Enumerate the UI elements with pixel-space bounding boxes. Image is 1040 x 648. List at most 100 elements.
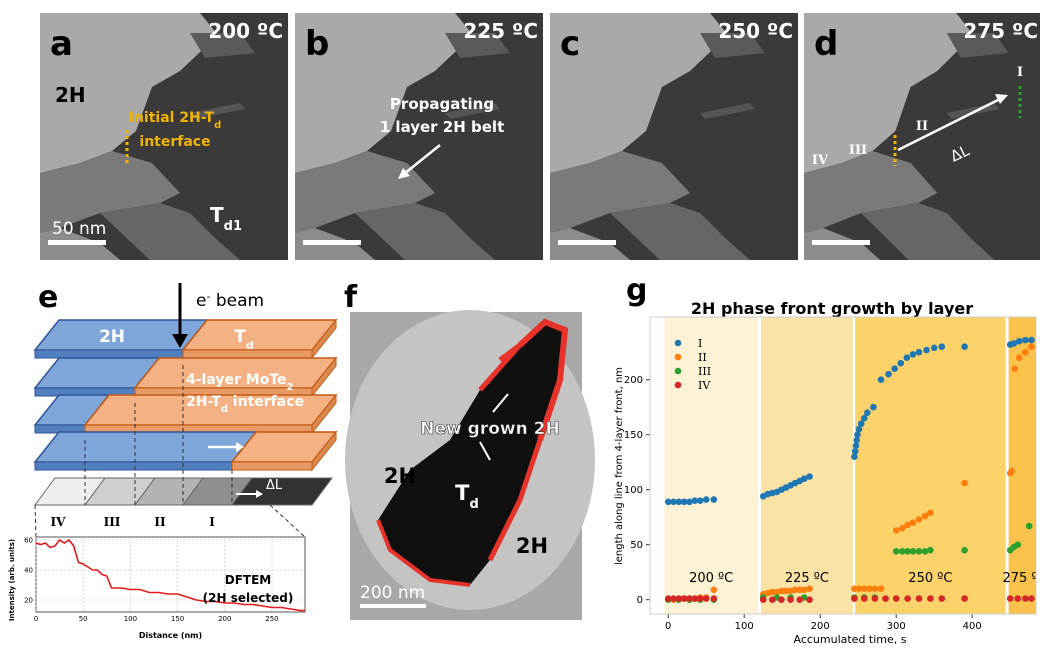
layer-td xyxy=(183,320,336,350)
legend-label: I xyxy=(698,337,702,350)
annotation: New grown 2H xyxy=(420,419,559,439)
panel-letter: e xyxy=(38,280,58,315)
data-point xyxy=(961,595,968,602)
temperature: 225 ºC xyxy=(463,19,538,43)
temperature-region xyxy=(855,317,1005,614)
phase-label: 2H xyxy=(55,83,86,107)
x-tick-label: 150 xyxy=(171,615,184,623)
x-tick-label: 400 xyxy=(963,621,982,632)
data-point xyxy=(711,587,718,594)
data-point xyxy=(878,585,885,592)
temperature: 200 ºC xyxy=(208,19,283,43)
x-tick-label: 250 xyxy=(265,615,278,623)
data-point xyxy=(916,548,923,555)
data-point xyxy=(885,371,892,378)
tem-image xyxy=(550,13,798,260)
data-point xyxy=(882,595,889,602)
data-point xyxy=(1016,354,1023,361)
y-tick-label: 100 xyxy=(624,485,643,496)
tem-image xyxy=(804,13,1040,260)
annotation: (2H selected) xyxy=(203,591,294,605)
layer-label: IV xyxy=(51,515,67,529)
y-tick-label: 50 xyxy=(630,540,643,551)
subscript: d xyxy=(214,120,221,131)
x-axis-label: Accumulated time, s xyxy=(793,633,906,646)
x-tick-label: 50 xyxy=(79,615,88,623)
data-point xyxy=(769,596,776,603)
region-label: 225 ºC xyxy=(785,571,829,586)
data-point xyxy=(711,496,718,503)
chart: 200 ºC225 ºC250 ºC275 ºC0100200300400050… xyxy=(624,317,1040,632)
phase-label: 2H xyxy=(99,327,125,347)
data-point xyxy=(927,595,934,602)
text: Initial 2H-T xyxy=(129,110,215,126)
y-tick-label: 0 xyxy=(637,595,643,606)
data-point xyxy=(870,404,877,411)
data-point xyxy=(923,347,930,354)
temperature: 250 ºC xyxy=(718,19,793,43)
y-tick-label: 40 xyxy=(24,567,33,575)
data-point xyxy=(893,548,900,555)
text: T xyxy=(455,481,470,505)
data-point xyxy=(1026,523,1033,530)
data-point xyxy=(703,496,710,503)
x-tick-label: 200 xyxy=(811,621,830,632)
temperature: 275 ºC xyxy=(963,19,1038,43)
layer-label: III xyxy=(849,143,867,158)
data-point xyxy=(787,596,794,603)
data-point xyxy=(1011,365,1018,372)
data-point xyxy=(697,497,704,504)
layer-label: I xyxy=(1017,65,1023,80)
subscript: d xyxy=(221,404,228,415)
data-point xyxy=(916,516,923,523)
data-point xyxy=(893,595,900,602)
annotation: 1 layer 2H belt xyxy=(380,118,504,136)
panel-letter: g xyxy=(626,273,647,308)
data-point xyxy=(910,548,917,555)
text: 2H-T xyxy=(186,394,221,410)
layer-td-side xyxy=(232,462,312,470)
data-point xyxy=(1022,337,1029,344)
layer-2h-side xyxy=(35,350,183,358)
subscript: d xyxy=(246,339,254,352)
text: T xyxy=(210,203,224,227)
data-point xyxy=(938,595,945,602)
data-point xyxy=(927,547,934,554)
text: 4-layer MoTe xyxy=(186,372,287,388)
legend-marker xyxy=(675,368,682,375)
data-point xyxy=(1028,337,1035,344)
text: interface xyxy=(228,394,304,410)
data-point xyxy=(1022,595,1029,602)
data-point xyxy=(961,480,968,487)
scale-bar xyxy=(303,240,361,245)
legend-marker xyxy=(675,382,682,389)
data-point xyxy=(961,343,968,350)
inset-plot: 050100150200250204060Distance (nm)Intens… xyxy=(8,537,305,641)
phase-label: 2H xyxy=(384,464,416,488)
data-point xyxy=(931,345,938,352)
temperature-region xyxy=(664,317,757,614)
layer-label: IV xyxy=(812,153,829,168)
x-tick-label: 100 xyxy=(735,621,754,632)
data-point xyxy=(1014,595,1021,602)
data-point xyxy=(916,595,923,602)
layer-stack xyxy=(35,320,336,537)
layer-label: I xyxy=(209,515,215,529)
subscript: d xyxy=(470,497,479,512)
x-tick-label: 0 xyxy=(34,615,38,623)
legend-marker xyxy=(675,340,682,347)
annotation: Propagating xyxy=(390,95,494,113)
y-axis-label: Intensity (arb. units) xyxy=(8,539,16,621)
panel-letter: c xyxy=(560,24,580,64)
data-point xyxy=(910,351,917,358)
data-point xyxy=(864,409,871,416)
data-point xyxy=(904,354,911,361)
figure: a200 ºCb225 ºCc250 ºCd275 ºC 2H Initial … xyxy=(0,0,1040,648)
data-point xyxy=(893,527,900,534)
y-tick-label: 60 xyxy=(24,537,33,545)
scale-bar xyxy=(812,240,870,245)
data-point xyxy=(961,547,968,554)
layer-2h-side xyxy=(35,462,232,470)
data-point xyxy=(1007,595,1014,602)
legend-marker xyxy=(675,354,682,361)
